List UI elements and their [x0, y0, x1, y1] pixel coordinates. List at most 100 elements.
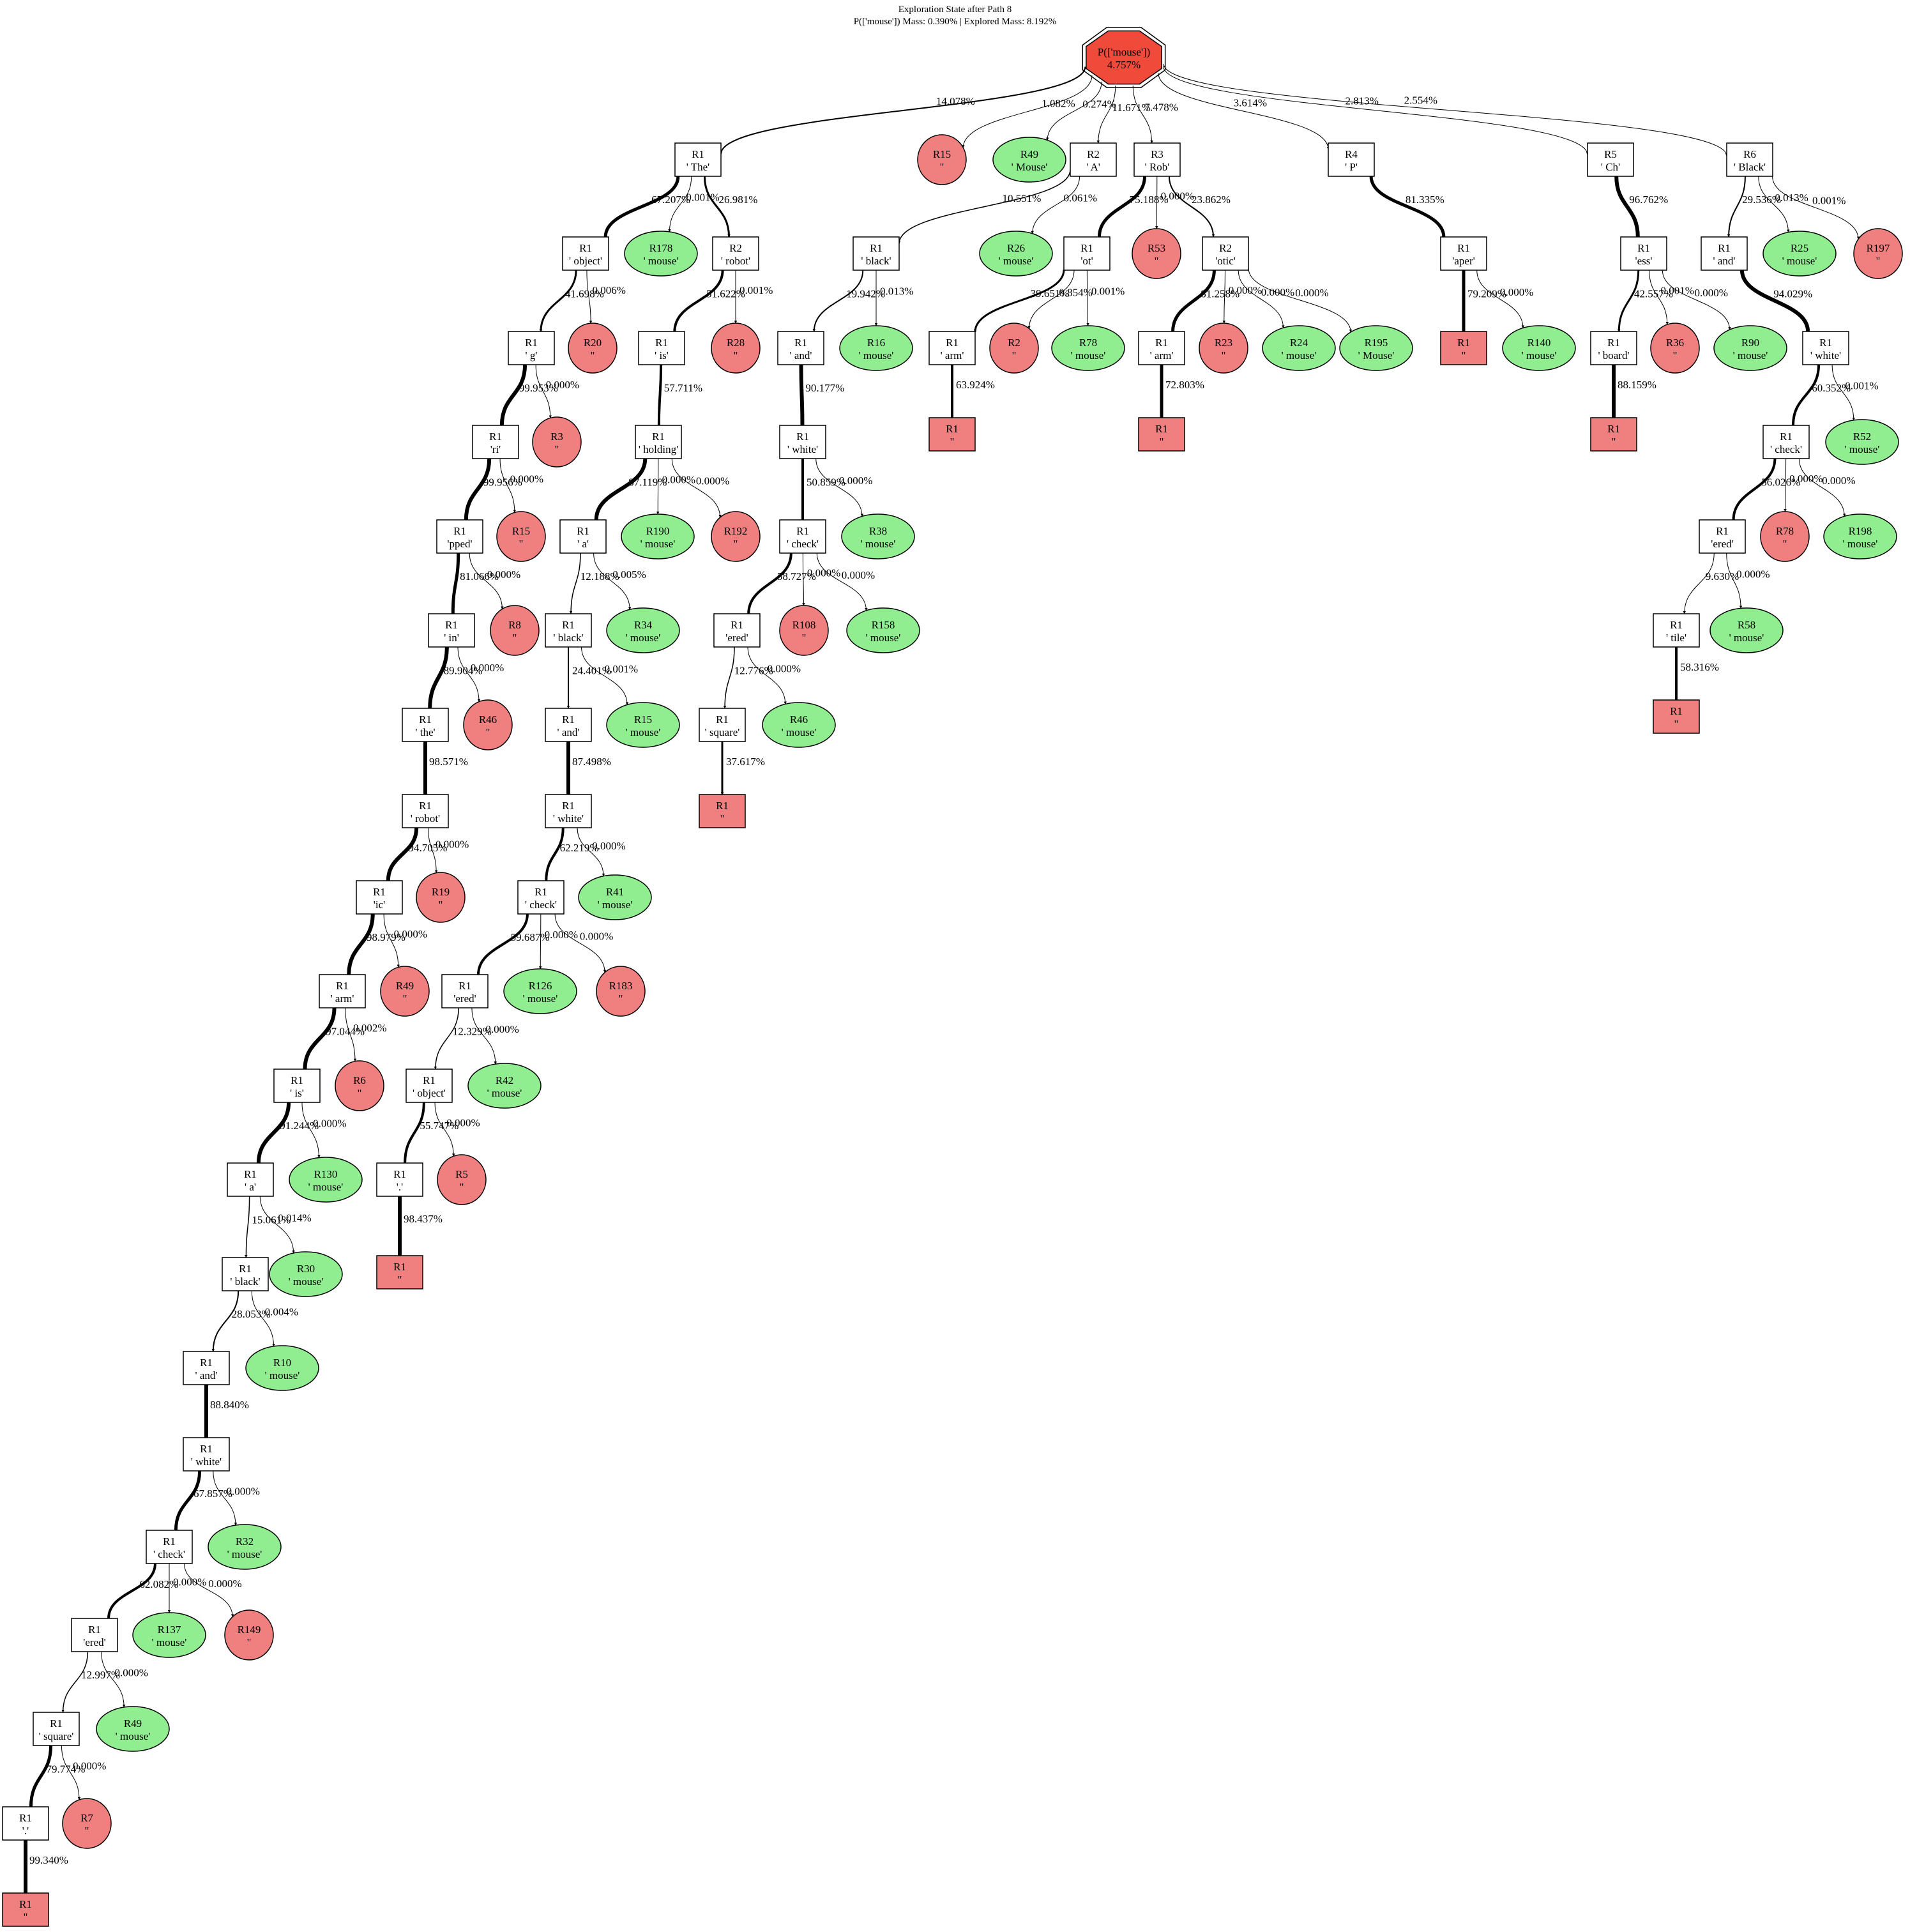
tree-node: R1'.' [376, 1162, 423, 1197]
edge-probability-label: 0.000% [546, 379, 579, 391]
tree-node: R158' mouse' [846, 607, 920, 653]
tree-node: R2' A' [1070, 142, 1117, 177]
diagram-title-block: Exploration State after Path 8 P(['mouse… [0, 4, 1910, 28]
node-rank-label: R36 [1666, 337, 1684, 349]
node-rank-label: R2 [1219, 242, 1232, 254]
node-rank-label: R78 [1079, 337, 1097, 349]
node-token-label: '' [802, 632, 806, 644]
node-token-label: ' mouse' [1282, 349, 1317, 361]
node-rank-label: R1 [946, 423, 959, 435]
tree-node: R190' mouse' [621, 513, 695, 559]
node-rank-label: R1 [393, 1168, 406, 1180]
node-token-label: '' [1012, 349, 1016, 361]
tree-edge [1238, 270, 1285, 328]
tree-node: R1'ess' [1620, 236, 1667, 271]
node-rank-label: R1 [1670, 619, 1683, 631]
tree-edge [174, 1470, 202, 1531]
node-token-label: '' [1783, 538, 1787, 550]
edge-probability-label: 88.840% [210, 1399, 249, 1411]
node-token-label: '' [1160, 436, 1163, 448]
node-rank-label: R1 [19, 1898, 32, 1910]
node-token-label: ' black' [230, 1275, 260, 1288]
edge-probability-label: 0.001% [686, 192, 719, 204]
node-rank-label: R1 [459, 980, 471, 992]
node-token-label: '' [1673, 349, 1677, 361]
node-rank-label: R1 [291, 1074, 303, 1086]
tree-edge [1791, 364, 1821, 426]
node-token-label: '' [591, 349, 595, 361]
tree-node: R1'' [1590, 417, 1637, 452]
tree-node: R4' P' [1328, 142, 1375, 177]
node-token-label: '.' [397, 1181, 403, 1193]
node-rank-label: R1 [1780, 430, 1793, 443]
edge-probability-label: 3.614% [1234, 96, 1267, 109]
node-rank-label: R1 [244, 1168, 257, 1180]
tree-edge [1732, 458, 1777, 521]
node-rank-label: R90 [1741, 337, 1759, 349]
tree-node: R49' mouse' [96, 1706, 170, 1752]
tree-edge [184, 1563, 234, 1617]
edge-probability-label: 0.001% [1845, 380, 1878, 392]
edge-probability-label: 26.981% [718, 194, 757, 206]
edge-probability-label: 0.000% [173, 1576, 206, 1588]
tree-edge [386, 827, 419, 881]
node-token-label: ' mouse' [1071, 349, 1106, 361]
edge-probability-label: 72.803% [1165, 379, 1204, 391]
node-token-label: '' [734, 349, 738, 361]
node-rank-label: R1 [1155, 337, 1168, 349]
node-rank-label: P(['mouse']) [1098, 46, 1151, 58]
tree-node: R1' square' [33, 1712, 80, 1746]
tree-node: R2' robot' [712, 236, 759, 271]
node-token-label: ' mouse' [640, 538, 676, 550]
node-rank-label: R197 [1867, 242, 1890, 254]
tree-node: R1' robot' [402, 794, 449, 828]
node-rank-label: R2 [1087, 148, 1100, 160]
tree-edge [471, 1007, 497, 1065]
node-token-label: 'aper' [1452, 255, 1474, 267]
node-rank-label: R6 [1743, 148, 1756, 160]
tree-node: R1' and' [183, 1351, 230, 1385]
edge-probability-label: 63.924% [956, 379, 995, 391]
edge-probability-label: 94.029% [1773, 287, 1812, 300]
edge-probability-label: 0.000% [662, 474, 695, 486]
node-token-label: ' arm' [1150, 349, 1174, 361]
tree-node: R1' black' [545, 613, 592, 648]
tree-node: R90' mouse' [1713, 325, 1787, 371]
edge-probability-label: 67.207% [651, 194, 690, 206]
node-rank-label: R46 [790, 713, 808, 726]
tree-node: R1' holding' [635, 425, 682, 459]
tree-node: R1'ered' [1699, 519, 1746, 554]
node-token-label: '' [486, 726, 490, 738]
edge-probability-label: 0.000% [73, 1760, 106, 1772]
node-token-label: ' g' [526, 349, 538, 361]
tree-node: R1' arm' [928, 331, 976, 365]
node-rank-label: R1 [1670, 705, 1683, 717]
node-token-label: ' mouse' [289, 1275, 324, 1288]
edge-probability-label: 0.000% [807, 567, 840, 579]
tree-edge [586, 270, 593, 324]
tree-node: R10' mouse' [245, 1345, 319, 1391]
tree-node: R25' mouse' [1762, 231, 1837, 277]
node-token-label: ' mouse' [1782, 255, 1817, 267]
node-rank-label: R1 [562, 713, 575, 726]
tree-edge [1222, 270, 1226, 324]
edge-probability-label: 87.119% [628, 476, 667, 488]
tree-node: R6' Black' [1726, 142, 1773, 177]
tree-edge [61, 1651, 89, 1713]
edge-probability-label: 0.000% [446, 1116, 480, 1129]
tree-edge [101, 1651, 126, 1708]
tree-edge [603, 176, 680, 238]
node-rank-label: R1 [1718, 242, 1731, 254]
edge-probability-label: 91.244% [280, 1120, 319, 1132]
tree-edge [962, 75, 1093, 148]
node-rank-label: R1 [1457, 337, 1470, 349]
tree-edge [577, 827, 605, 877]
tree-node: R3' Rob' [1133, 142, 1181, 177]
node-rank-label: R130 [314, 1168, 338, 1180]
node-rank-label: R137 [158, 1624, 181, 1636]
tree-node: R53'' [1132, 228, 1181, 279]
edge-probability-label: 0.000% [768, 663, 801, 675]
node-rank-label: R1 [453, 525, 466, 537]
node-token-label: 'ot' [1080, 255, 1093, 267]
edges-layer: 14.078% 1.082% 0.274%11.671%7.478% 3.614% 2.… [23, 64, 1879, 1894]
